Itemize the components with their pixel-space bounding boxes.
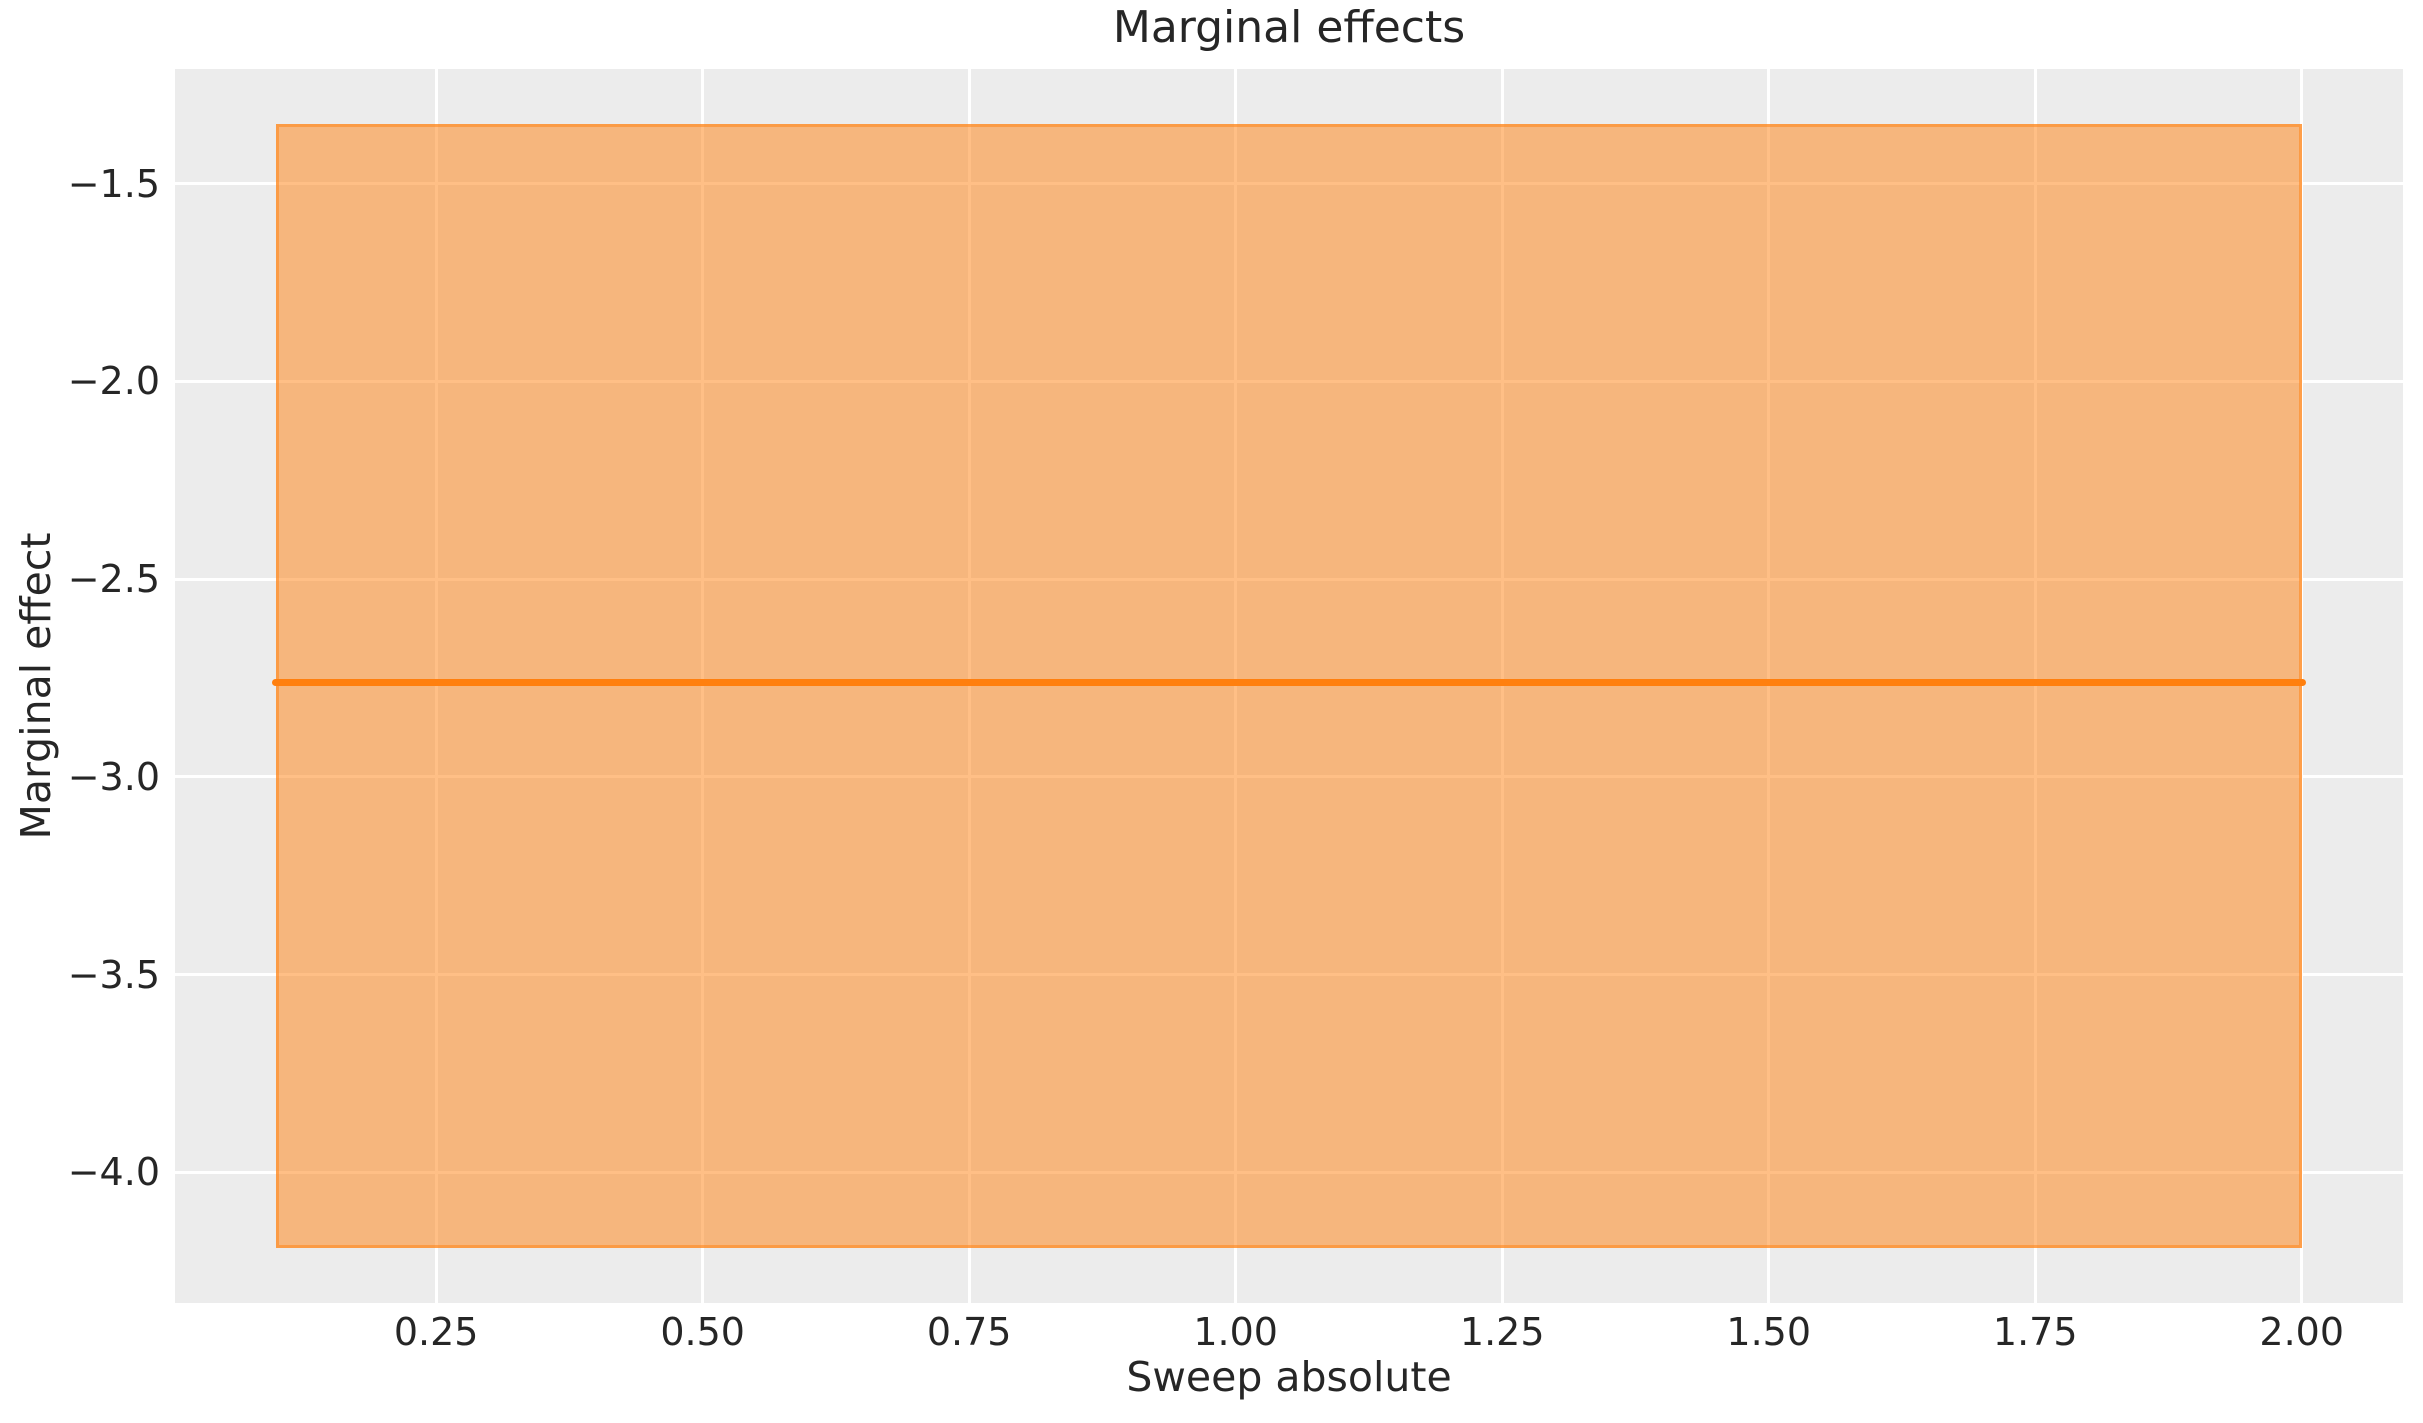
x-tick-label: 2.00: [2259, 1310, 2345, 1354]
chart-title: Marginal effects: [1112, 2, 1466, 53]
x-tick-label: 0.75: [926, 1310, 1012, 1354]
y-tick-label: −3.0: [67, 754, 160, 799]
y-tick-label: −1.5: [67, 161, 160, 206]
marginal-effect-line: [272, 678, 2306, 686]
y-tick-label: −2.0: [67, 359, 160, 404]
y-tick-label: −2.5: [67, 557, 160, 602]
vertical-gridline: [2300, 69, 2304, 1303]
y-tick-label: −3.5: [67, 952, 160, 997]
x-tick-label: 1.50: [1726, 1310, 1811, 1354]
x-tick-label: 1.25: [1459, 1310, 1545, 1354]
plot-area: [175, 69, 2403, 1303]
confidence-band: [276, 124, 2302, 1248]
y-axis-label: Marginal effect: [12, 532, 60, 840]
x-tick-label: 0.50: [660, 1310, 745, 1354]
x-tick-label: 1.00: [1193, 1310, 1278, 1354]
x-axis-label: Sweep absolute: [1126, 1353, 1452, 1401]
x-tick-label: 1.75: [1992, 1310, 2078, 1354]
x-tick-label: 0.25: [393, 1310, 479, 1354]
y-tick-label: −4.0: [67, 1150, 160, 1195]
